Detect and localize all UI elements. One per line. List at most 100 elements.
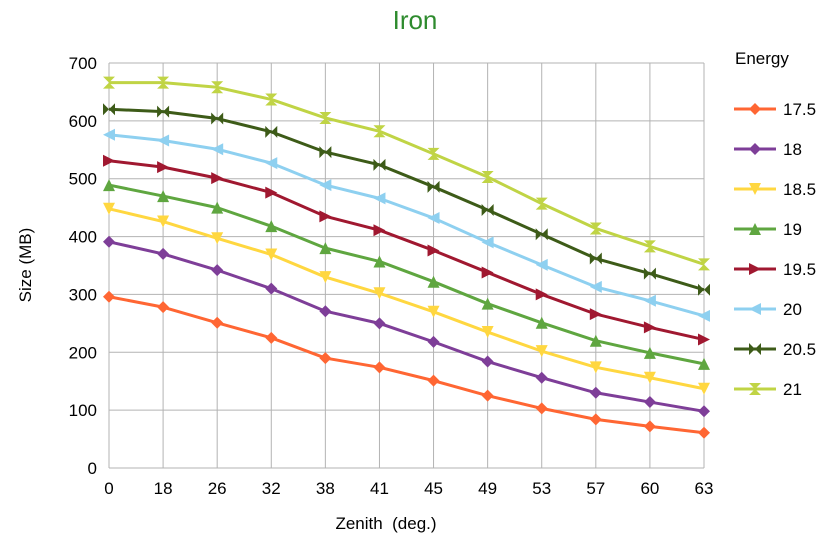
legend-label: 20 xyxy=(783,300,802,319)
legend-item: 17.5 xyxy=(734,100,816,119)
series-19-5 xyxy=(103,154,710,346)
data-point xyxy=(103,128,115,141)
data-point xyxy=(157,105,170,118)
data-point xyxy=(211,172,224,185)
data-point xyxy=(319,179,332,192)
x-tick-label: 53 xyxy=(532,479,551,498)
data-point xyxy=(157,247,170,260)
data-point xyxy=(589,361,602,374)
data-point xyxy=(535,345,548,358)
series-line xyxy=(108,240,705,413)
data-point xyxy=(643,420,656,433)
legend-marker xyxy=(749,303,761,315)
data-point xyxy=(265,157,278,170)
data-point xyxy=(319,352,332,365)
data-point xyxy=(265,186,278,199)
data-point xyxy=(319,271,332,284)
legend-marker xyxy=(749,383,761,395)
legend-marker xyxy=(749,143,761,155)
data-point xyxy=(319,305,332,318)
data-point xyxy=(211,81,224,94)
series-17-5 xyxy=(103,290,710,439)
data-point xyxy=(535,371,548,384)
data-point xyxy=(427,275,440,288)
data-point xyxy=(265,220,278,233)
data-point xyxy=(319,111,332,124)
legend-label: 19.5 xyxy=(783,260,816,279)
data-point xyxy=(589,413,602,426)
x-tick-label: 57 xyxy=(586,479,605,498)
series-line xyxy=(109,81,705,266)
data-point xyxy=(103,76,115,89)
data-point xyxy=(103,154,115,167)
series-line xyxy=(108,207,705,391)
legend-marker xyxy=(749,223,761,235)
data-point xyxy=(373,255,386,268)
data-point xyxy=(427,244,440,257)
x-tick-label: 32 xyxy=(262,479,281,498)
data-point xyxy=(589,252,602,265)
data-point xyxy=(157,161,170,174)
x-tick-label: 41 xyxy=(370,479,389,498)
data-point xyxy=(211,232,224,245)
y-tick-label: 200 xyxy=(69,343,97,362)
legend-item: 21 xyxy=(734,380,802,399)
data-point xyxy=(481,389,494,402)
x-tick-label: 38 xyxy=(316,479,335,498)
data-point xyxy=(211,143,224,156)
y-axis-label: Size (MB) xyxy=(16,228,35,303)
series-20 xyxy=(103,128,710,322)
data-point xyxy=(427,147,440,160)
data-point xyxy=(698,426,710,439)
data-point xyxy=(481,236,494,249)
series-18 xyxy=(103,235,710,418)
data-point xyxy=(427,305,440,318)
data-point xyxy=(373,287,386,300)
data-point xyxy=(319,242,332,255)
series-20-5 xyxy=(103,103,710,296)
legend-label: 18 xyxy=(783,140,802,159)
data-point xyxy=(535,258,548,271)
legend-item: 19.5 xyxy=(734,260,816,279)
data-point xyxy=(373,317,386,330)
x-tick-label: 49 xyxy=(478,479,497,498)
data-point xyxy=(373,158,386,171)
plot-series xyxy=(103,76,710,439)
data-point xyxy=(373,361,386,374)
data-point xyxy=(481,170,494,183)
data-point xyxy=(589,280,602,293)
data-point xyxy=(427,335,440,348)
data-point xyxy=(265,248,278,261)
data-point xyxy=(481,355,494,368)
data-point xyxy=(157,76,170,89)
data-point xyxy=(265,125,278,138)
data-point xyxy=(103,179,115,192)
data-point xyxy=(103,103,115,116)
data-point xyxy=(427,374,440,387)
legend-label: 17.5 xyxy=(783,100,816,119)
data-point xyxy=(643,267,656,280)
data-point xyxy=(481,266,494,279)
legend-label: 21 xyxy=(783,380,802,399)
x-tick-label: 60 xyxy=(640,479,659,498)
data-point xyxy=(265,93,278,106)
x-tick-label: 0 xyxy=(104,479,113,498)
data-point xyxy=(643,346,656,359)
data-point xyxy=(211,264,224,277)
data-point xyxy=(265,331,278,344)
data-point xyxy=(373,192,386,205)
data-point xyxy=(211,112,224,125)
data-point xyxy=(643,240,656,253)
legend-label: 19 xyxy=(783,220,802,239)
x-axis-ticks: 0 18 26 32 38 41 45 49 53 57 60 63 xyxy=(104,479,713,498)
y-tick-label: 100 xyxy=(69,401,97,420)
data-point xyxy=(211,316,224,329)
data-point xyxy=(698,283,710,296)
data-point xyxy=(211,201,224,214)
data-point xyxy=(698,357,710,370)
series-line xyxy=(108,183,705,366)
data-point xyxy=(103,290,115,303)
data-point xyxy=(535,288,548,301)
data-point xyxy=(427,212,440,225)
